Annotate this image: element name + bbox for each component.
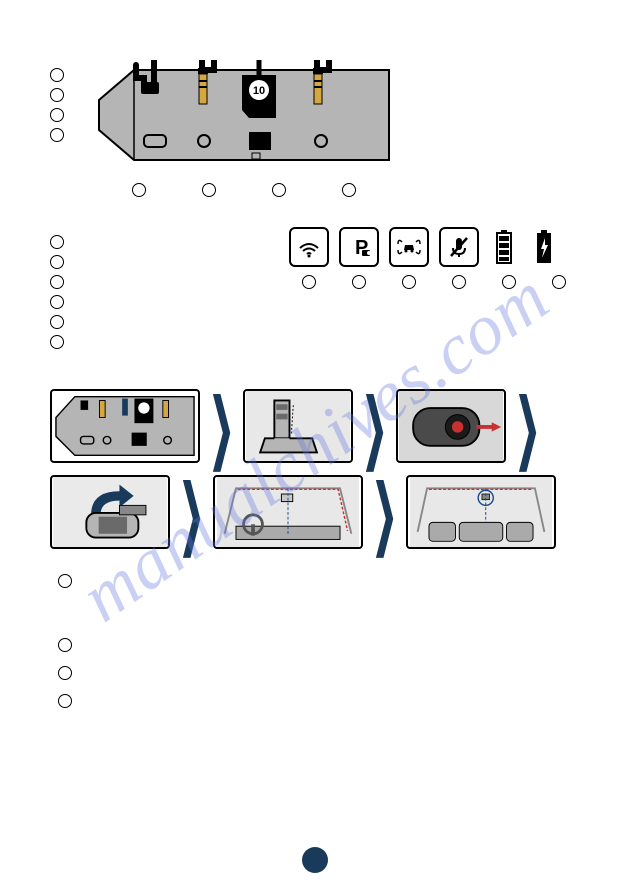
bullets-ports-left — [50, 60, 64, 197]
section-status-icons: P — [50, 227, 579, 349]
bullet — [132, 183, 146, 197]
step-interior-front — [213, 475, 363, 549]
page-indicator — [302, 847, 328, 873]
step-ports — [50, 389, 200, 463]
step-mount-base — [243, 389, 353, 463]
bullet — [58, 666, 72, 680]
chevron-icon: ❯ — [372, 468, 397, 556]
bullet — [202, 183, 216, 197]
flow-row-1: ❯ ❯ — [50, 389, 579, 463]
battery-icon — [489, 227, 519, 267]
bullet — [352, 275, 366, 289]
sd-card-icon: 10 — [242, 60, 276, 118]
bullet — [50, 88, 64, 102]
bullet — [50, 275, 64, 289]
bullet — [272, 183, 286, 197]
bullet — [50, 108, 64, 122]
ports-diagram: 10 — [94, 60, 394, 197]
installation-flow: ❯ ❯ — [50, 389, 579, 549]
bullet — [50, 128, 64, 142]
bullet — [58, 694, 72, 708]
bullet — [50, 295, 64, 309]
bullets-icons-left — [50, 227, 64, 349]
step-interior-rear — [406, 475, 556, 549]
icons-column: P — [289, 227, 579, 289]
bullet — [342, 183, 356, 197]
bullet — [50, 235, 64, 249]
bullet — [302, 275, 316, 289]
step-camera-body — [396, 389, 506, 463]
bottom-bullet-group — [58, 638, 579, 708]
charge-icon — [529, 227, 559, 267]
page-content: 10 — [0, 0, 629, 728]
flow-row-2: ❯ ❯ — [50, 475, 579, 549]
chevron-icon: ❯ — [179, 468, 204, 556]
section-ports: 10 — [50, 60, 579, 197]
chevron-icon: ❯ — [516, 382, 541, 470]
bullet — [50, 315, 64, 329]
svg-text:10: 10 — [253, 85, 265, 97]
mic-off-icon — [439, 227, 479, 267]
bullet — [58, 574, 72, 588]
bullet — [552, 275, 566, 289]
bullet — [50, 68, 64, 82]
car-signal-icon — [389, 227, 429, 267]
bullet — [50, 335, 64, 349]
bullet — [50, 255, 64, 269]
step-rotate — [50, 475, 170, 549]
chevron-icon: ❯ — [362, 382, 387, 470]
bullet — [452, 275, 466, 289]
bottom-bullet-single — [58, 574, 579, 588]
chevron-icon: ❯ — [209, 382, 234, 470]
ports-svg: 10 — [94, 60, 394, 170]
parking-icon: P — [339, 227, 379, 267]
icons-bullets-row — [289, 275, 579, 289]
ports-bullets-row — [94, 175, 394, 197]
wifi-icon — [289, 227, 329, 267]
bullet — [58, 638, 72, 652]
bullet — [402, 275, 416, 289]
status-icons-row: P — [289, 227, 579, 267]
bullet — [502, 275, 516, 289]
